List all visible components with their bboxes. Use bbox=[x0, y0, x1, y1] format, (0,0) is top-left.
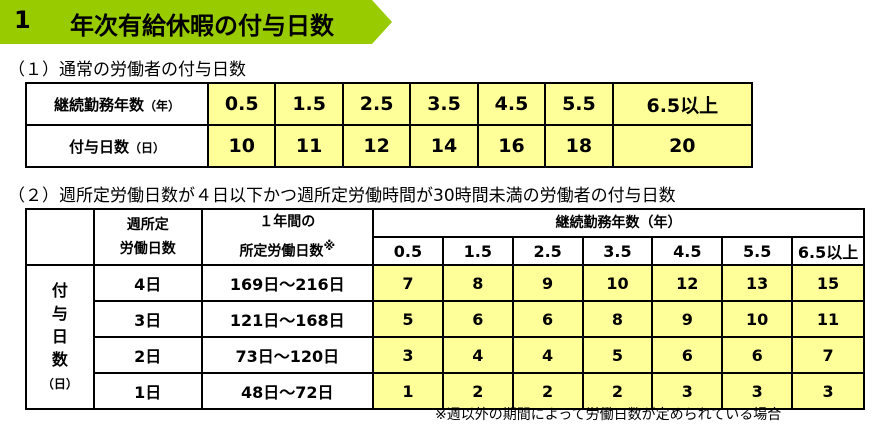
annual-days-header-line2: 所定労働日数 bbox=[239, 243, 324, 260]
year-cell: 4.5 bbox=[651, 236, 724, 266]
days-header-unit: （日） bbox=[129, 140, 166, 155]
days-header-label: 付与日数 bbox=[68, 137, 129, 156]
year-cell: 2.5 bbox=[511, 236, 584, 266]
heading-number: 1 bbox=[14, 6, 31, 34]
granted-days-side-label: 付 与 日 数 （日） bbox=[25, 264, 95, 410]
table-row: 付 与 日 数 （日） 4日 169日～216日 7 8 9 10 12 13 … bbox=[25, 264, 865, 410]
year-cell: 0.5 bbox=[206, 82, 277, 126]
week-days-cell: 2日 bbox=[92, 336, 203, 374]
annual-days-cell: 48日～72日 bbox=[200, 372, 375, 410]
year-cell: 5.5 bbox=[721, 236, 794, 266]
year-cell: 0.5 bbox=[372, 236, 444, 266]
days-cell: 9 bbox=[511, 264, 584, 302]
days-cell: 3 bbox=[651, 372, 724, 410]
days-cell: 16 bbox=[476, 124, 547, 168]
section2-title: （２）週所定労働日数が４日以下かつ週所定労働時間が30時間未満の労働者の付与日数 bbox=[8, 186, 676, 206]
days-cell: 10 bbox=[721, 300, 794, 338]
side-char: 日 bbox=[51, 326, 68, 346]
table-row: 0.5 1.5 2.5 3.5 4.5 5.5 6.5以上 bbox=[26, 236, 865, 266]
year-cell: 6.5以上 bbox=[791, 236, 865, 266]
days-cell: 1 bbox=[372, 372, 444, 410]
year-cell: 4.5 bbox=[476, 82, 547, 126]
side-char: 付 bbox=[51, 280, 68, 300]
days-cell: 13 bbox=[721, 264, 794, 302]
days-cell: 5 bbox=[581, 336, 654, 374]
years-header: 継続勤務年数（年） bbox=[25, 82, 209, 126]
days-cell: 11 bbox=[791, 300, 865, 338]
days-cell: 10 bbox=[581, 264, 654, 302]
days-cell: 2 bbox=[581, 372, 654, 410]
page-title: 年次有給休暇の付与日数 bbox=[70, 12, 334, 40]
annual-days-note-mark: ※ bbox=[323, 239, 336, 254]
days-cell: 4 bbox=[511, 336, 584, 374]
days-cell: 10 bbox=[206, 124, 277, 168]
corner-cell bbox=[25, 208, 95, 266]
annual-days-cell: 121日～168日 bbox=[200, 300, 375, 338]
year-cell: 5.5 bbox=[544, 82, 614, 126]
week-days-cell: 3日 bbox=[92, 300, 203, 338]
years-header-label: 継続勤務年数 bbox=[53, 95, 144, 114]
table-row: 継続勤務年数（年） 0.5 1.5 2.5 3.5 4.5 5.5 6.5以上 bbox=[25, 82, 754, 126]
annual-days-header-line1: １年間の bbox=[259, 214, 316, 231]
week-days-cell: 4日 bbox=[92, 264, 203, 302]
days-cell: 12 bbox=[651, 264, 724, 302]
days-cell: 11 bbox=[274, 124, 344, 168]
days-cell: 2 bbox=[511, 372, 584, 410]
days-cell: 6 bbox=[651, 336, 724, 374]
table-row: 3日 121日～168日 5 6 6 8 9 10 11 bbox=[26, 300, 865, 338]
table-row: 週所定労働日数 １年間の所定労働日数※ 継続勤務年数（年） bbox=[25, 208, 865, 266]
week-days-header-line2: 労働日数 bbox=[119, 241, 176, 257]
days-cell: 5 bbox=[372, 300, 444, 338]
side-char: 与 bbox=[51, 303, 68, 323]
years-header: 継続勤務年数（年） bbox=[372, 208, 865, 238]
days-cell: 9 bbox=[651, 300, 724, 338]
year-cell: 2.5 bbox=[341, 82, 412, 126]
days-cell: 8 bbox=[441, 264, 514, 302]
years-header-unit: （年） bbox=[144, 98, 181, 113]
days-cell: 15 bbox=[791, 264, 865, 302]
year-cell: 3.5 bbox=[581, 236, 654, 266]
days-header: 付与日数（日） bbox=[25, 124, 209, 168]
side-char: 数 bbox=[51, 349, 68, 369]
part-time-worker-table: 週所定労働日数 １年間の所定労働日数※ 継続勤務年数（年） 0.5 1.5 2.… bbox=[25, 208, 865, 410]
days-cell: 6 bbox=[721, 336, 794, 374]
annual-days-cell: 169日～216日 bbox=[200, 264, 375, 302]
year-cell: 1.5 bbox=[441, 236, 514, 266]
days-cell: 20 bbox=[611, 124, 754, 168]
days-cell: 18 bbox=[544, 124, 614, 168]
table-row: 2日 73日～120日 3 4 4 5 6 6 7 bbox=[26, 336, 865, 374]
days-cell: 8 bbox=[581, 300, 654, 338]
regular-worker-table: 継続勤務年数（年） 0.5 1.5 2.5 3.5 4.5 5.5 6.5以上 … bbox=[25, 82, 754, 168]
table-row: 付与日数（日） 10 11 12 14 16 18 20 bbox=[25, 124, 754, 168]
section-banner bbox=[0, 0, 392, 44]
section1-title: （１）通常の労働者の付与日数 bbox=[8, 60, 246, 80]
side-unit: （日） bbox=[41, 376, 78, 391]
week-days-header: 週所定 労働日数 bbox=[92, 208, 203, 266]
days-cell: 7 bbox=[791, 336, 865, 374]
annual-days-header: １年間の所定労働日数※ bbox=[200, 208, 375, 266]
year-cell: 1.5 bbox=[274, 82, 344, 126]
days-cell: 4 bbox=[441, 336, 514, 374]
days-cell: 3 bbox=[372, 336, 444, 374]
days-cell: 6 bbox=[511, 300, 584, 338]
year-cell: 6.5以上 bbox=[611, 82, 754, 126]
days-cell: 2 bbox=[441, 372, 514, 410]
days-cell: 3 bbox=[791, 372, 865, 410]
days-cell: 3 bbox=[721, 372, 794, 410]
annual-days-cell: 73日～120日 bbox=[200, 336, 375, 374]
days-cell: 12 bbox=[341, 124, 412, 168]
days-cell: 7 bbox=[372, 264, 444, 302]
days-cell: 6 bbox=[441, 300, 514, 338]
week-days-cell: 1日 bbox=[92, 372, 203, 410]
days-cell: 14 bbox=[409, 124, 479, 168]
year-cell: 3.5 bbox=[409, 82, 479, 126]
footnote: ※週以外の期間によって労働日数が定められている場合 bbox=[435, 407, 782, 423]
table-row: 1日 48日～72日 1 2 2 2 3 3 3 bbox=[26, 372, 865, 410]
week-days-header-line1: 週所定 bbox=[126, 217, 169, 233]
